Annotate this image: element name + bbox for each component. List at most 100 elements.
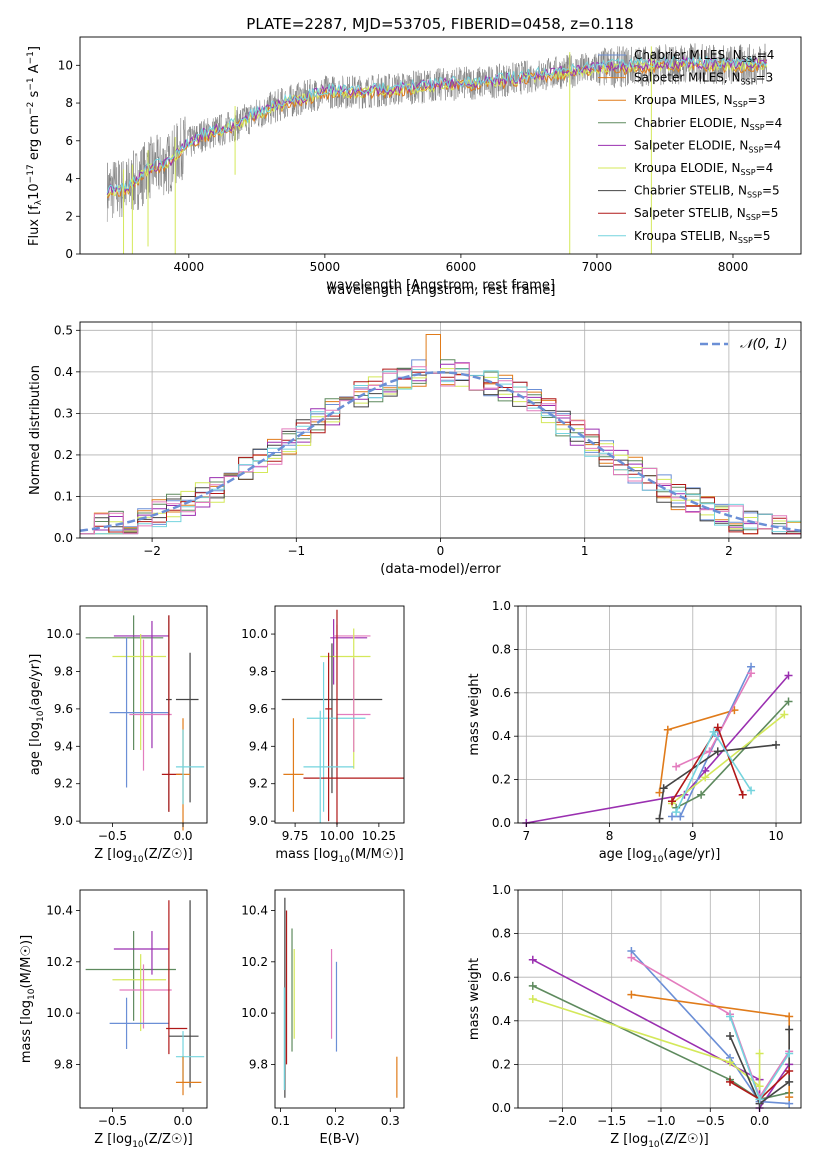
- legend-sub: SSP: [750, 123, 765, 132]
- legend-text: Chabrier MILES, N: [634, 48, 742, 62]
- x-tick-label: 2: [725, 544, 733, 558]
- x-tick-label: 0.1: [271, 1114, 290, 1128]
- x-tick-label: 9.75: [282, 829, 309, 843]
- label-part: ]: [27, 46, 42, 51]
- spectrum-panel: 4000 5000 6000 7000 8000 0 2 4 6 8 10 wavelength [A…: [26, 36, 802, 298]
- label-part: 10: [27, 183, 42, 200]
- x-tick-label: 9: [689, 829, 697, 843]
- legend-sub: SSP: [741, 168, 756, 177]
- y-tick-label: 0.2: [54, 448, 73, 462]
- x-tick-label: 5000: [310, 260, 341, 274]
- data-point-marker: [785, 1066, 794, 1075]
- label-part: (M/M☉)]: [350, 847, 404, 862]
- legend-text: =3: [748, 93, 766, 107]
- x-tick-label: 10.00: [320, 829, 354, 843]
- data-point-marker: [726, 1032, 735, 1041]
- x-axis-label: Z [log10(Z/Z☉)]: [94, 847, 192, 865]
- label-sub: 10: [132, 1140, 144, 1150]
- data-point-marker: [655, 788, 664, 797]
- legend-text: =3: [756, 71, 774, 85]
- mass-vs-metallicity-panel: −0.5 0.09.810.010.210.4Z [log10(Z/Z☉)]mas…: [19, 889, 208, 1150]
- data-point-marker: [785, 1093, 794, 1102]
- y-tick-label: 10.4: [46, 904, 73, 918]
- y-tick-label: 0.3: [54, 406, 73, 420]
- legend-label: Kroupa MILES, NSSP=3: [634, 93, 765, 109]
- data-point-marker: [528, 995, 537, 1003]
- mass-weight-series: [532, 985, 790, 1101]
- x-axis-label: Z [log10(Z/Z☉)]: [610, 1132, 708, 1150]
- y-tick-label: 10: [58, 58, 73, 72]
- mass-weight-series: [671, 713, 785, 805]
- y-tick-label: 0.8: [492, 642, 511, 656]
- y-axis-label: mass weight: [467, 958, 482, 1040]
- data-point-marker: [747, 669, 756, 678]
- y-tick-label: 9.4: [54, 739, 73, 753]
- x-tick-label: 8000: [718, 260, 749, 274]
- y-tick-label: 0.4: [54, 365, 73, 379]
- label-sub: λ: [34, 199, 44, 205]
- y-axis-label: mass weight: [467, 673, 482, 755]
- y-tick-label: 0.6: [492, 970, 511, 984]
- label-part: (age/yr)]: [28, 654, 43, 711]
- mass-weight-series: [630, 950, 790, 1105]
- mass-weight-series: [526, 674, 790, 824]
- y-tick-label: 0.2: [492, 773, 511, 787]
- y-tick-label: 0.8: [492, 927, 511, 941]
- y-tick-label: 0.4: [492, 729, 511, 743]
- axes-frame: [517, 889, 802, 1109]
- legend-sub: SSP: [742, 55, 757, 64]
- y-tick-label: 1.0: [492, 883, 511, 897]
- legend-text: Kroupa MILES, N: [634, 93, 733, 107]
- data-point-marker: [713, 747, 722, 756]
- data-point-marker: [709, 727, 718, 736]
- x-tick-label: −2: [143, 544, 161, 558]
- legend-sub: SSP: [746, 213, 761, 222]
- y-tick-label: 0.5: [54, 323, 73, 337]
- model-spectrum-salpeter_miles: [106, 58, 768, 199]
- legend-text: =5: [761, 206, 779, 220]
- legend-text: =4: [756, 161, 774, 175]
- y-tick-label: 9.8: [249, 1057, 268, 1071]
- y-tick-label: 9.8: [54, 1057, 73, 1071]
- x-tick-label: 10.25: [362, 829, 396, 843]
- x-tick-label: 8: [606, 829, 614, 843]
- y-tick-label: 9.6: [54, 702, 73, 716]
- x-tick-label: −1.5: [597, 1114, 626, 1128]
- legend-text: =5: [762, 184, 780, 198]
- data-point-marker: [785, 1049, 794, 1058]
- x-tick-label: −1.0: [646, 1114, 675, 1128]
- x-axis-label: mass [log10(M/M☉)]: [275, 847, 403, 865]
- x-tick-label: 1: [581, 544, 589, 558]
- legend-label: Chabrier ELODIE, NSSP=4: [634, 116, 782, 132]
- label-sub: 10: [652, 855, 664, 865]
- y-tick-label: 9.0: [54, 814, 73, 828]
- x-tick-label: −0.5: [98, 829, 127, 843]
- data-point-marker: [627, 953, 636, 962]
- mass-weight-series: [672, 666, 752, 818]
- data-point-marker: [747, 786, 756, 795]
- legend-text: Chabrier ELODIE, N: [634, 116, 750, 130]
- label-sup: −1: [26, 51, 36, 64]
- x-axis-label: E(B-V): [319, 1132, 359, 1147]
- label-part: s: [27, 90, 42, 101]
- legend-sub: SSP: [747, 191, 762, 200]
- legend-text: Kroupa ELODIE, N: [634, 161, 741, 175]
- legend-label: Kroupa STELIB, NSSP=5: [634, 229, 771, 245]
- data-point-marker: [726, 1077, 735, 1086]
- x-tick-label: 0.0: [173, 829, 192, 843]
- y-tick-label: 9.2: [249, 777, 268, 791]
- y-tick-label: 2: [65, 209, 73, 223]
- data-point-marker: [738, 790, 747, 799]
- axes-frame: [79, 889, 208, 1109]
- x-tick-label: 4000: [174, 260, 205, 274]
- data-point-marker: [676, 812, 685, 821]
- x-axis-label: age [log10(age/yr)]: [599, 847, 721, 865]
- label-sub: 10: [132, 855, 144, 865]
- x-tick-label: −0.5: [696, 1114, 725, 1128]
- data-point-marker: [667, 812, 676, 821]
- axes-frame: [274, 889, 405, 1109]
- y-axis-label: Flux [fλ10−17 erg cm−2 s−1 A−1]: [26, 46, 44, 246]
- label-part: erg cm: [27, 115, 42, 164]
- x-tick-label: 0.3: [381, 1114, 400, 1128]
- data-point-marker: [672, 808, 681, 817]
